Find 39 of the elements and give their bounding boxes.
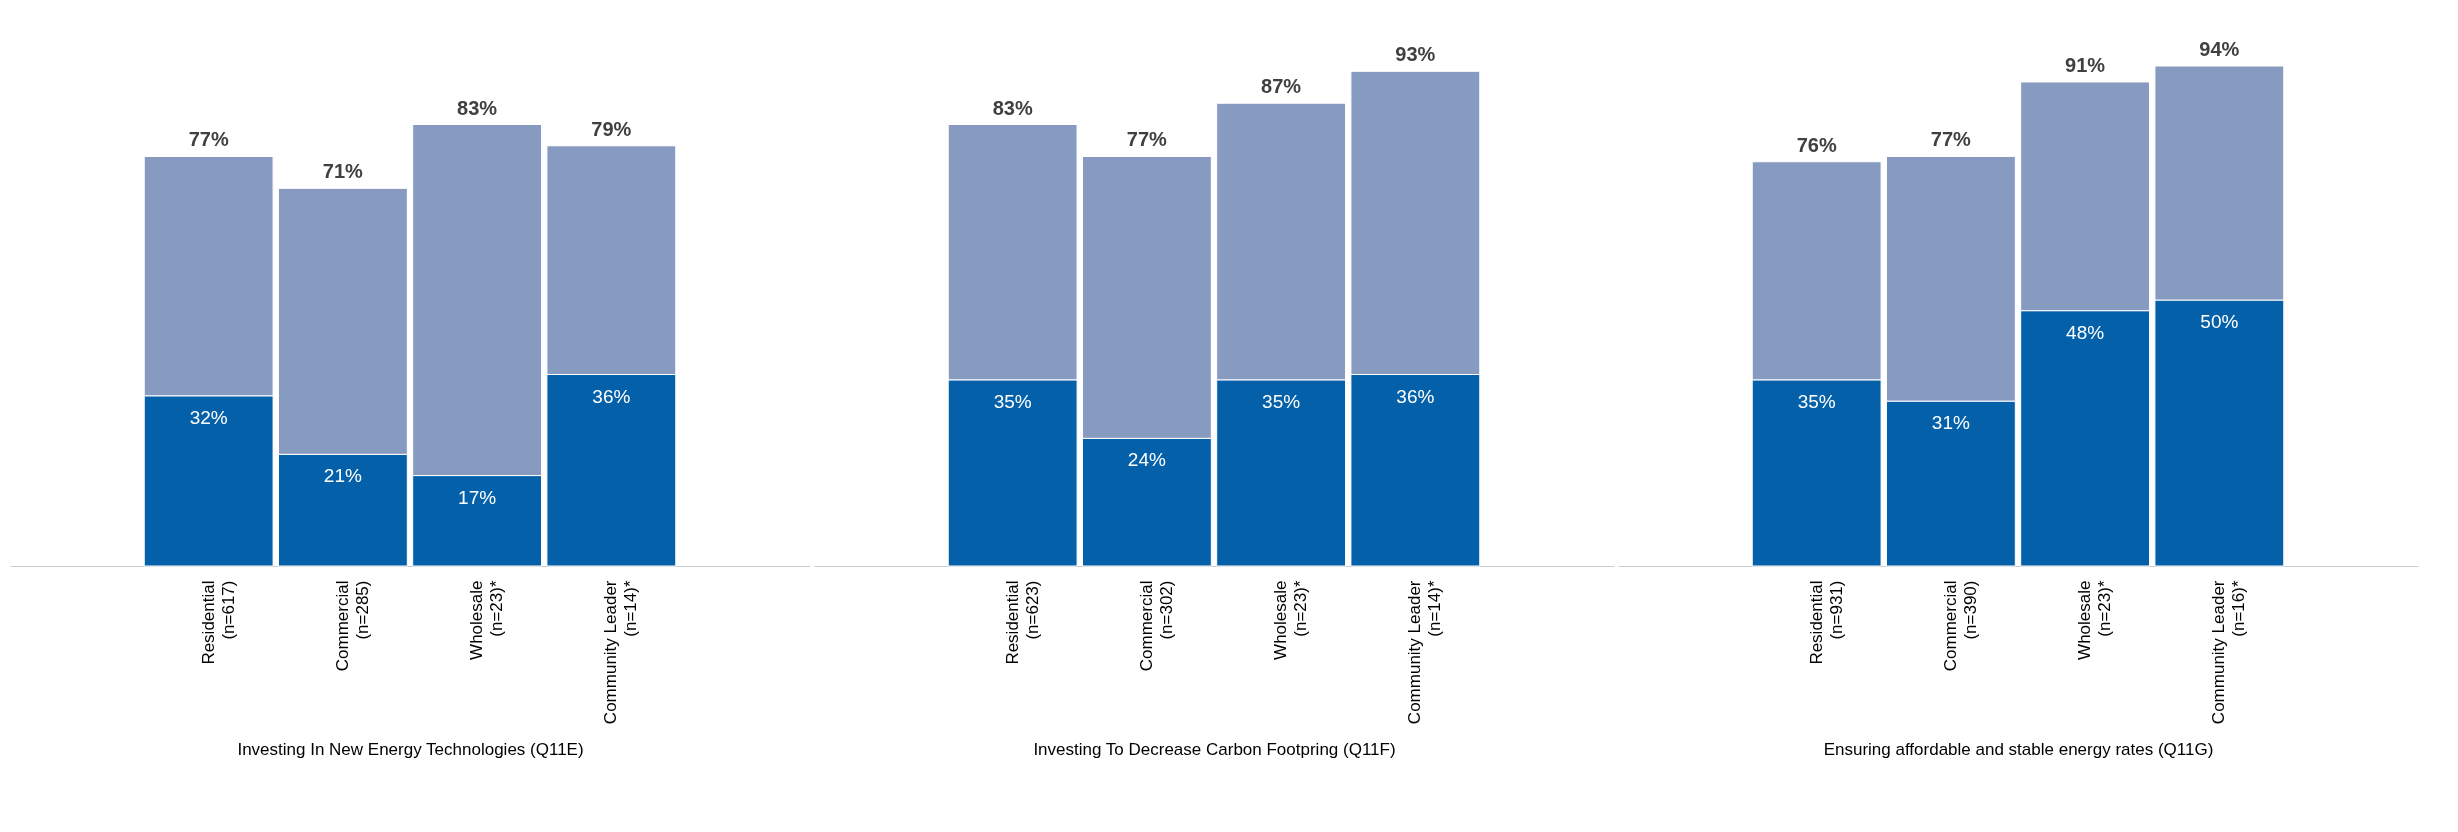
x-tick-label: Community Leader (n=14)* bbox=[601, 580, 641, 725]
total-label: 94% bbox=[2199, 38, 2240, 60]
x-tick-label: Residential (n=623) bbox=[1002, 580, 1042, 665]
total-label: 77% bbox=[1930, 128, 1972, 151]
data-label: 36% bbox=[1396, 385, 1435, 407]
data-label: 17% bbox=[458, 486, 497, 508]
x-tick-label: Commercial (n=390) bbox=[1940, 580, 1980, 672]
x-axis-title: Investing To Decrease Carbon Footpring (Q11F) bbox=[1033, 740, 1396, 760]
data-label: 50% bbox=[2200, 311, 2239, 333]
data-label: 31% bbox=[1931, 412, 1970, 434]
data-label: 32% bbox=[189, 406, 228, 428]
total-label: 76% bbox=[1796, 133, 1837, 156]
total-label: 77% bbox=[1126, 128, 1168, 151]
data-label: 35% bbox=[1797, 390, 1836, 412]
x-tick-label: Wholesale (n=23)* bbox=[1271, 580, 1311, 660]
x-tick-label: Residential (n=931) bbox=[1806, 580, 1846, 665]
data-label: 48% bbox=[2066, 321, 2105, 343]
x-axis-title: Ensuring affordable and stable energy rates (Q11G) bbox=[1823, 740, 2214, 760]
x-axis-title: Investing In New Energy Technologies (Q11E) bbox=[237, 740, 584, 760]
data-label: 36% bbox=[592, 385, 631, 407]
total-label: 77% bbox=[188, 128, 229, 151]
total-label: 83% bbox=[457, 96, 498, 119]
x-tick-label: Wholesale (n=23)* bbox=[467, 580, 507, 660]
total-label: 83% bbox=[992, 96, 1033, 119]
x-tick-label: Wholesale (n=23)* bbox=[2075, 580, 2115, 660]
x-tick-label: Commercial (n=285) bbox=[332, 580, 372, 672]
data-label: 35% bbox=[993, 390, 1032, 412]
x-tick-label: Residential (n=617) bbox=[198, 580, 238, 665]
data-label: 21% bbox=[323, 465, 362, 487]
data-label: 24% bbox=[1127, 449, 1166, 471]
total-label: 71% bbox=[322, 160, 364, 183]
x-tick-label: Commercial (n=302) bbox=[1136, 580, 1176, 672]
data-label: 35% bbox=[1262, 390, 1301, 412]
x-tick-label: Community Leader (n=14)* bbox=[1405, 580, 1445, 725]
x-tick-label: Community Leader (n=16)* bbox=[2209, 580, 2249, 725]
total-label: 91% bbox=[2065, 53, 2106, 76]
total-label: 93% bbox=[1395, 43, 1436, 66]
total-label: 87% bbox=[1261, 75, 1302, 98]
total-label: 79% bbox=[591, 117, 632, 140]
